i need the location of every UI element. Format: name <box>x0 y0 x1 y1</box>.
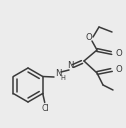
Text: N: N <box>55 70 61 78</box>
Text: N: N <box>67 61 73 71</box>
Text: O: O <box>86 33 92 41</box>
Text: O: O <box>115 49 122 57</box>
Text: O: O <box>115 66 122 74</box>
Text: H: H <box>61 75 65 81</box>
Text: Cl: Cl <box>42 104 50 113</box>
